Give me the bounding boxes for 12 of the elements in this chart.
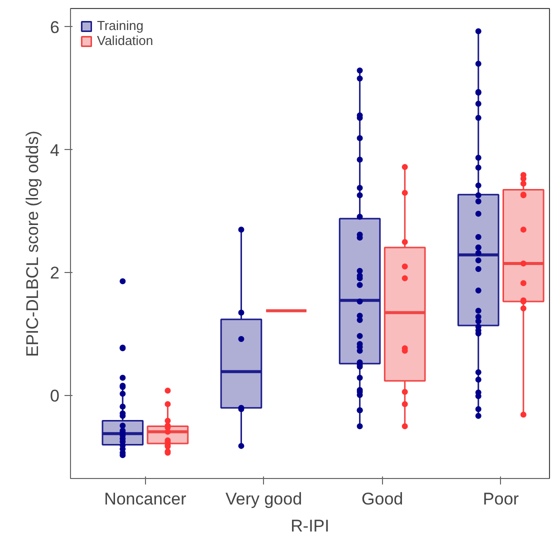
x-tick-label: Noncancer [104, 490, 187, 508]
y-tick-label: 4 [50, 140, 60, 160]
y-tick-label: 2 [50, 264, 60, 283]
y-axis-title: EPIC-DLBCL score (log odds) [23, 130, 42, 357]
x-tick-label: Poor [482, 490, 520, 508]
legend-label: Training [97, 18, 144, 33]
y-tick-label: 6 [50, 18, 60, 37]
y-tick-label: 0 [50, 386, 60, 406]
x-tick-label: Good [362, 490, 404, 508]
x-tick-label: Very good [225, 490, 302, 508]
x-axis-title: R-IPI [290, 516, 330, 536]
legend-label: Validation [97, 33, 154, 48]
